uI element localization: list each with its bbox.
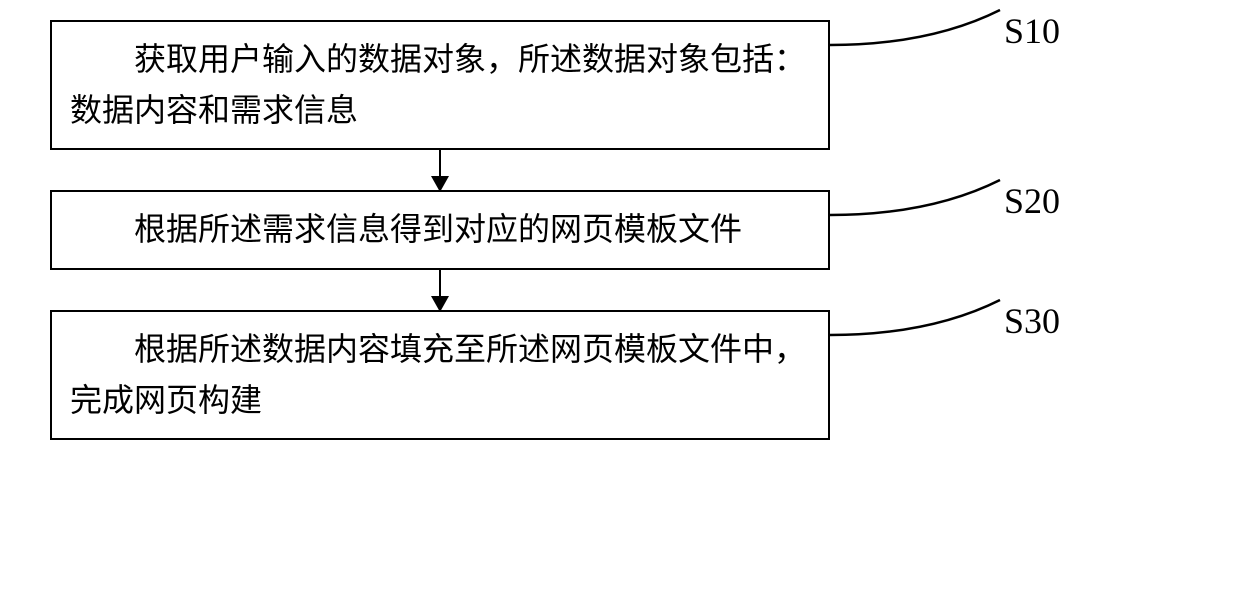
step-label-s30: S30 <box>1004 300 1060 342</box>
step-text-s30: 根据所述数据内容填充至所述网页模板文件中，完成网页构建 <box>70 324 810 426</box>
step-box-s10: 获取用户输入的数据对象，所述数据对象包括：数据内容和需求信息 <box>50 20 830 150</box>
step-text-s10: 获取用户输入的数据对象，所述数据对象包括：数据内容和需求信息 <box>70 34 810 136</box>
arrow-wrapper-1 <box>50 150 830 190</box>
arrow-down-1 <box>439 150 442 190</box>
arrow-down-2 <box>439 270 442 310</box>
step-wrapper-1: 获取用户输入的数据对象，所述数据对象包括：数据内容和需求信息 S10 <box>50 20 830 150</box>
step-label-s20: S20 <box>1004 180 1060 222</box>
step-text-s20: 根据所述需求信息得到对应的网页模板文件 <box>70 204 810 255</box>
step-box-s30: 根据所述数据内容填充至所述网页模板文件中，完成网页构建 <box>50 310 830 440</box>
arrow-wrapper-2 <box>50 270 830 310</box>
step-wrapper-2: 根据所述需求信息得到对应的网页模板文件 S20 <box>50 190 830 269</box>
step-wrapper-3: 根据所述数据内容填充至所述网页模板文件中，完成网页构建 S30 <box>50 310 830 440</box>
step-label-s10: S10 <box>1004 10 1060 52</box>
step-box-s20: 根据所述需求信息得到对应的网页模板文件 <box>50 190 830 269</box>
flowchart-container: 获取用户输入的数据对象，所述数据对象包括：数据内容和需求信息 S10 根据所述需… <box>50 20 1190 440</box>
